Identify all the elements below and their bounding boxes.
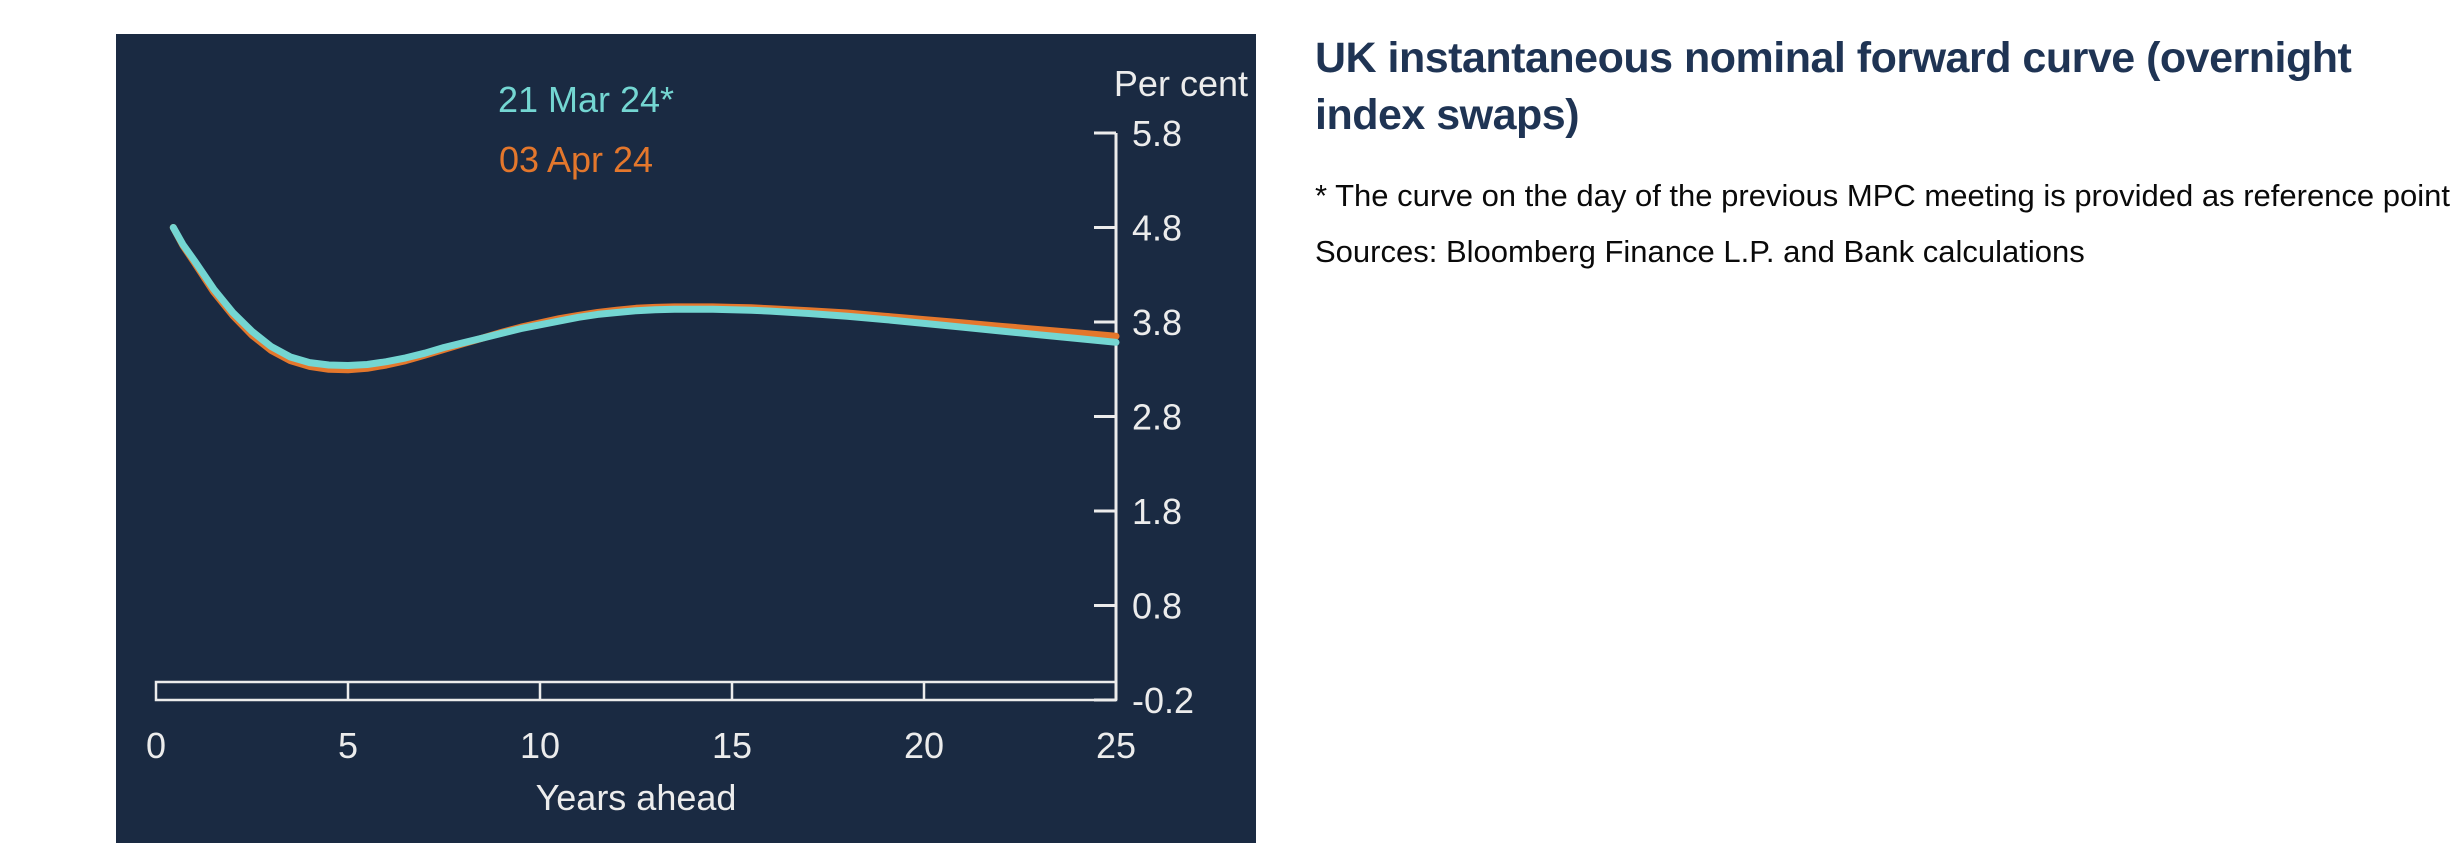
y-tick-label: 3.8: [1132, 302, 1182, 343]
y-tick-label: -0.2: [1132, 680, 1194, 721]
caption-block: UK instantaneous nominal forward curve (…: [1315, 30, 2450, 280]
x-tick-label: 25: [1096, 725, 1136, 766]
chart-sources: Sources: Bloomberg Finance L.P. and Bank…: [1315, 234, 2085, 269]
chart-title: UK instantaneous nominal forward curve (…: [1315, 34, 2352, 139]
y-tick-label: 5.8: [1132, 113, 1182, 154]
x-axis-title: Years ahead: [536, 777, 737, 818]
series-line-21-mar-24: [169, 224, 1120, 369]
x-tick-label: 5: [338, 725, 358, 766]
x-tick-label: 15: [712, 725, 752, 766]
chart-footnote: * The curve on the day of the previous M…: [1315, 178, 2450, 213]
x-tick-label: 10: [520, 725, 560, 766]
x-axis-box: [154, 680, 1118, 702]
y-tick-label: 2.8: [1132, 397, 1182, 438]
legend-label-03-apr-24: 03 Apr 24: [499, 139, 653, 180]
series-line-03-apr-24: [169, 224, 1120, 374]
y-tick-label: 0.8: [1132, 586, 1182, 627]
x-tick-label: 20: [904, 725, 944, 766]
y-tick-label: 1.8: [1132, 491, 1182, 532]
x-tick-label: 0: [146, 725, 166, 766]
legend-label-21-mar-24: 21 Mar 24*: [498, 79, 674, 120]
chart-panel: 0 5 10 15 20 25 Years ahead 5.8 4.8 3.8 2.8 1.8 0.8 -…: [116, 34, 1256, 843]
forward-curve-chart: 0 5 10 15 20 25 Years ahead 5.8 4.8 3.8 2.8 1.8 0.8 -…: [146, 63, 1248, 818]
y-tick-label: 4.8: [1132, 208, 1182, 249]
y-axis-unit-label: Per cent: [1114, 63, 1248, 104]
